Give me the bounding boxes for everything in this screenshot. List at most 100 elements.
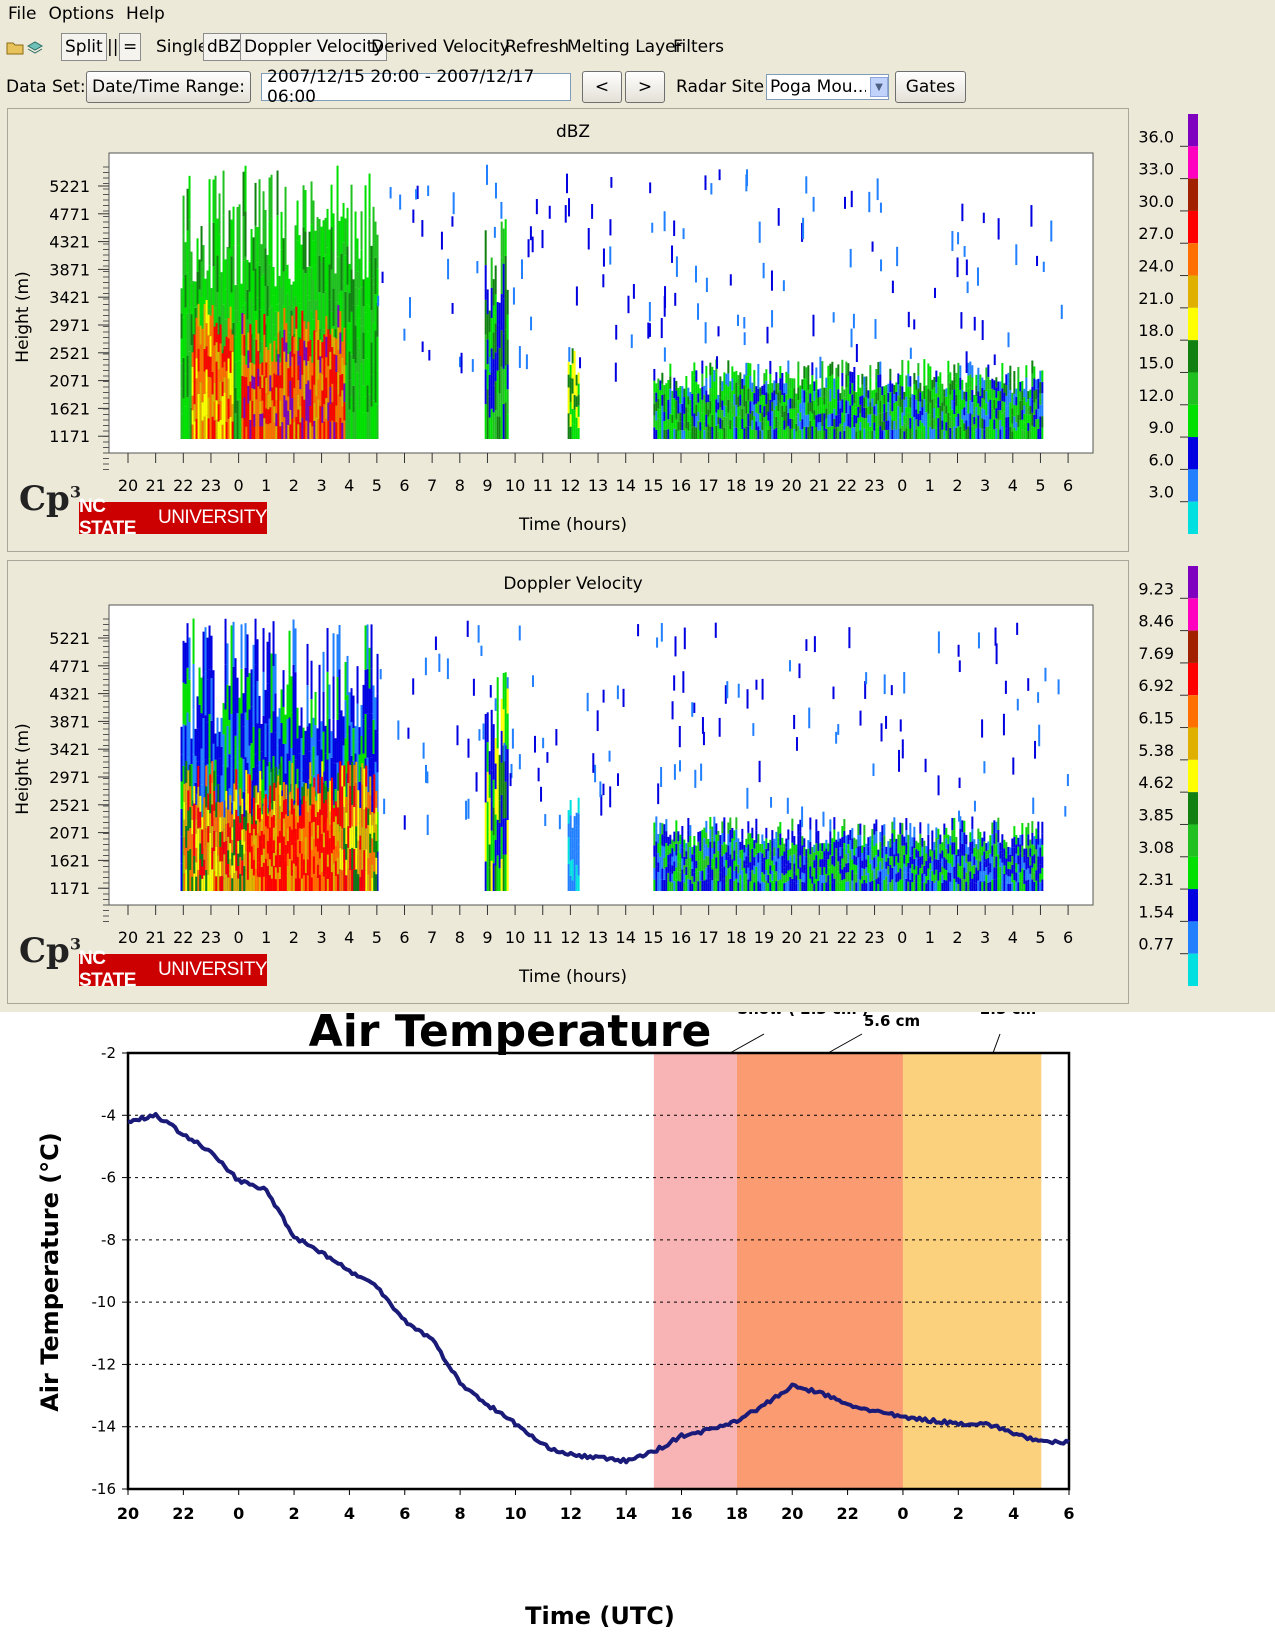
echo-gate — [321, 872, 323, 891]
echo-gate — [703, 870, 705, 881]
echo-gate — [975, 386, 977, 397]
echo-gate — [729, 817, 731, 829]
echo-gate — [305, 731, 307, 758]
echo-gate — [1025, 365, 1027, 377]
echo-gate — [779, 845, 781, 857]
date-time-range-button[interactable]: Date/Time Range: — [86, 71, 251, 103]
menu-file[interactable]: File — [8, 4, 36, 24]
echo-gate — [783, 430, 785, 439]
echo-gate — [227, 877, 229, 891]
echo-gate — [361, 870, 363, 891]
echo-gate — [428, 350, 430, 361]
chevron-down-icon[interactable]: ▼ — [870, 77, 888, 97]
echo-gate — [891, 393, 893, 402]
echo-gate — [367, 277, 369, 304]
echo-gate — [723, 830, 725, 842]
echo-gate — [953, 427, 955, 439]
echo-gate — [803, 873, 805, 882]
echo-gate — [289, 843, 291, 859]
echo-gate — [349, 264, 351, 293]
echo-gate — [317, 320, 319, 340]
echo-gate — [977, 391, 979, 403]
echo-gate — [311, 864, 313, 878]
echo-gate — [815, 855, 817, 867]
melting-layer-button[interactable]: Melting Layer — [567, 32, 683, 62]
echo-gate — [501, 763, 503, 795]
horizontal-split-button[interactable]: = — [119, 33, 141, 61]
echo-gate — [377, 337, 379, 371]
echo-gate — [609, 246, 611, 264]
echo-gate — [787, 426, 789, 439]
echo-gate — [194, 352, 196, 369]
colorbar-label: 27.0 — [1138, 224, 1174, 243]
echo-gate — [301, 879, 303, 891]
echo-gate — [1013, 382, 1015, 393]
echo-gate — [847, 376, 849, 389]
echo-gate — [813, 429, 815, 439]
doppler-velocity-button[interactable]: Doppler Velocity — [240, 33, 387, 61]
layers-icon[interactable] — [26, 32, 44, 62]
echo-gate — [753, 849, 755, 857]
echo-gate — [369, 834, 371, 853]
echo-gate — [485, 369, 487, 404]
echo-gate — [213, 871, 215, 891]
echo-gate — [785, 428, 787, 439]
echo-gate — [309, 232, 311, 267]
echo-gate — [255, 183, 257, 226]
echo-gate — [831, 426, 833, 439]
derived-velocity-button[interactable]: Derived Velocity — [371, 32, 510, 62]
echo-gate — [313, 856, 315, 873]
radar-site-select[interactable]: Poga Mou... ▼ — [766, 74, 889, 100]
echo-gate — [285, 876, 287, 891]
echo-gate — [659, 857, 661, 868]
echo-gate — [267, 642, 269, 684]
colorbar-label: 33.0 — [1138, 160, 1174, 179]
echo-gate — [993, 410, 995, 420]
echo-gate — [829, 867, 831, 879]
menu-options[interactable]: Options — [48, 4, 114, 24]
echo-gate — [949, 372, 951, 383]
gates-button[interactable]: Gates — [895, 71, 966, 103]
dbz-button[interactable]: dBZ — [203, 33, 245, 61]
echo-gate — [657, 399, 659, 409]
echo-gate — [847, 882, 849, 891]
single-button[interactable]: Single — [156, 32, 208, 62]
echo-gate — [873, 406, 875, 414]
echo-gate — [735, 394, 737, 405]
refresh-button[interactable]: Refresh — [505, 32, 569, 62]
echo-gate — [753, 866, 755, 874]
next-button[interactable]: > — [625, 71, 665, 103]
echo-gate — [655, 841, 657, 853]
echo-gate — [327, 867, 329, 879]
echo-gate — [899, 407, 901, 418]
echo-gate — [691, 862, 693, 869]
menu-help[interactable]: Help — [126, 4, 165, 24]
echo-gate — [991, 379, 993, 389]
filters-button[interactable]: Filters — [673, 32, 724, 62]
open-folder-icon[interactable] — [6, 32, 24, 62]
echo-gate — [679, 844, 681, 853]
echo-gate — [269, 676, 271, 719]
echo-gate — [737, 873, 739, 882]
echo-gate — [499, 800, 501, 823]
echo-gate — [351, 688, 353, 722]
echo-gate — [247, 350, 249, 368]
echo-gate — [319, 793, 321, 809]
echo-gate — [685, 859, 687, 867]
echo-gate — [333, 251, 335, 289]
echo-gate — [917, 363, 919, 376]
split-button[interactable]: Split — [61, 33, 107, 61]
echo-gate — [365, 185, 367, 227]
previous-button[interactable]: < — [582, 71, 622, 103]
echo-gate — [953, 414, 955, 426]
y-tick-label: 2071 — [49, 824, 90, 843]
echo-gate — [691, 869, 693, 876]
echo-gate — [189, 395, 191, 439]
echo-gate — [241, 799, 243, 814]
colorbar-graphic: 36.033.030.027.024.021.018.015.012.09.06… — [1130, 114, 1270, 534]
echo-gate — [709, 854, 711, 866]
echo-gate — [206, 393, 208, 416]
echo-gate — [579, 357, 581, 368]
echo-gate — [789, 388, 791, 398]
date-range-field[interactable]: 2007/12/15 20:00 - 2007/12/17 06:00 — [261, 73, 571, 101]
